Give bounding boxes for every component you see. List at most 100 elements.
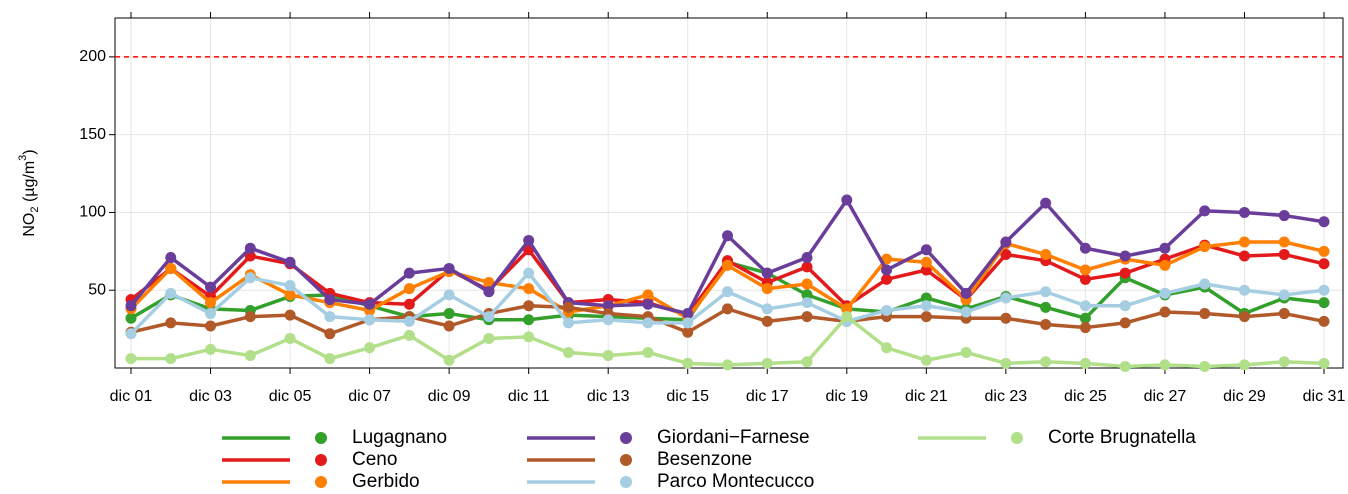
data-point (881, 273, 893, 285)
x-tick-label: dic 07 (348, 388, 391, 405)
data-point (125, 312, 137, 324)
data-point (1238, 206, 1250, 218)
data-point (403, 283, 415, 295)
data-point (523, 300, 535, 312)
x-tick-label: dic 17 (746, 388, 789, 405)
x-tick-label: dic 21 (905, 388, 948, 405)
data-point (841, 303, 853, 315)
x-tick-label: dic 27 (1144, 388, 1187, 405)
data-point (1238, 359, 1250, 371)
legend-label: Corte Brugnatella (1048, 427, 1196, 448)
data-point (841, 194, 853, 206)
data-point (1278, 248, 1290, 260)
data-point (642, 346, 654, 358)
y-tick-label: 100 (79, 204, 106, 221)
data-point (682, 357, 694, 369)
data-point (1079, 300, 1091, 312)
data-point (841, 311, 853, 323)
data-point (960, 287, 972, 299)
x-tick-label: dic 11 (508, 388, 550, 405)
data-point (1238, 250, 1250, 262)
legend-label: Lugagnano (352, 427, 447, 448)
data-point (1318, 258, 1330, 270)
data-point (1278, 308, 1290, 320)
data-point (881, 264, 893, 276)
legend-dot (315, 476, 327, 488)
data-point (205, 297, 217, 309)
y-label-end: ) (21, 149, 38, 154)
data-point (1000, 312, 1012, 324)
y-label-base: NO (21, 213, 38, 237)
data-point (1199, 278, 1211, 290)
data-point (165, 287, 177, 299)
data-point (761, 357, 773, 369)
data-point (324, 353, 336, 365)
data-point (284, 256, 296, 268)
data-point (960, 306, 972, 318)
legend-dot (620, 432, 632, 444)
data-point (523, 331, 535, 343)
x-tick-label: dic 23 (985, 388, 1028, 405)
data-point (1318, 315, 1330, 327)
data-point (1040, 286, 1052, 298)
data-point (443, 320, 455, 332)
data-point (920, 311, 932, 323)
data-point (1000, 248, 1012, 260)
legend-label: Gerbido (352, 471, 420, 492)
data-point (682, 308, 694, 320)
legend-dot (315, 454, 327, 466)
data-point (1079, 357, 1091, 369)
data-point (562, 346, 574, 358)
data-point (1278, 356, 1290, 368)
data-point (682, 326, 694, 338)
data-point (1119, 250, 1131, 262)
data-point (284, 332, 296, 344)
data-point (682, 317, 694, 329)
y-tick-label: 200 (79, 48, 106, 65)
x-tick-label: dic 13 (587, 388, 630, 405)
data-point (1278, 210, 1290, 222)
data-point (523, 267, 535, 279)
data-point (1079, 312, 1091, 324)
data-point (443, 262, 455, 274)
data-point (562, 317, 574, 329)
data-point (205, 343, 217, 355)
data-point (443, 308, 455, 320)
data-point (443, 289, 455, 301)
data-point (602, 350, 614, 362)
data-point (920, 354, 932, 366)
x-tick-label: dic 05 (269, 388, 312, 405)
data-point (324, 311, 336, 323)
data-point (801, 261, 813, 273)
data-point (1199, 308, 1211, 320)
data-point (642, 317, 654, 329)
legend-label: Ceno (352, 449, 397, 470)
data-point (1040, 197, 1052, 209)
x-tick-label: dic 03 (189, 388, 232, 405)
y-label-mid: (µg/m (21, 161, 38, 207)
data-point (722, 359, 733, 371)
data-point (125, 353, 137, 365)
data-point (722, 230, 733, 242)
data-point (562, 301, 574, 313)
legend-dot (1011, 432, 1023, 444)
data-point (165, 353, 177, 365)
data-point (1318, 297, 1330, 309)
data-point (523, 283, 535, 295)
data-point (165, 262, 177, 274)
data-point (1199, 360, 1211, 372)
x-tick-label: dic 01 (110, 388, 153, 405)
data-point (801, 252, 813, 264)
data-point (1079, 322, 1091, 334)
data-point (801, 297, 813, 309)
data-point (761, 283, 773, 295)
data-point (244, 350, 256, 362)
data-point (1159, 287, 1171, 299)
y-tick-label: 50 (88, 281, 106, 298)
x-tick-label: dic 15 (666, 388, 709, 405)
data-point (920, 264, 932, 276)
data-point (125, 328, 137, 340)
data-point (403, 298, 415, 310)
data-point (1238, 284, 1250, 296)
data-point (602, 300, 614, 312)
